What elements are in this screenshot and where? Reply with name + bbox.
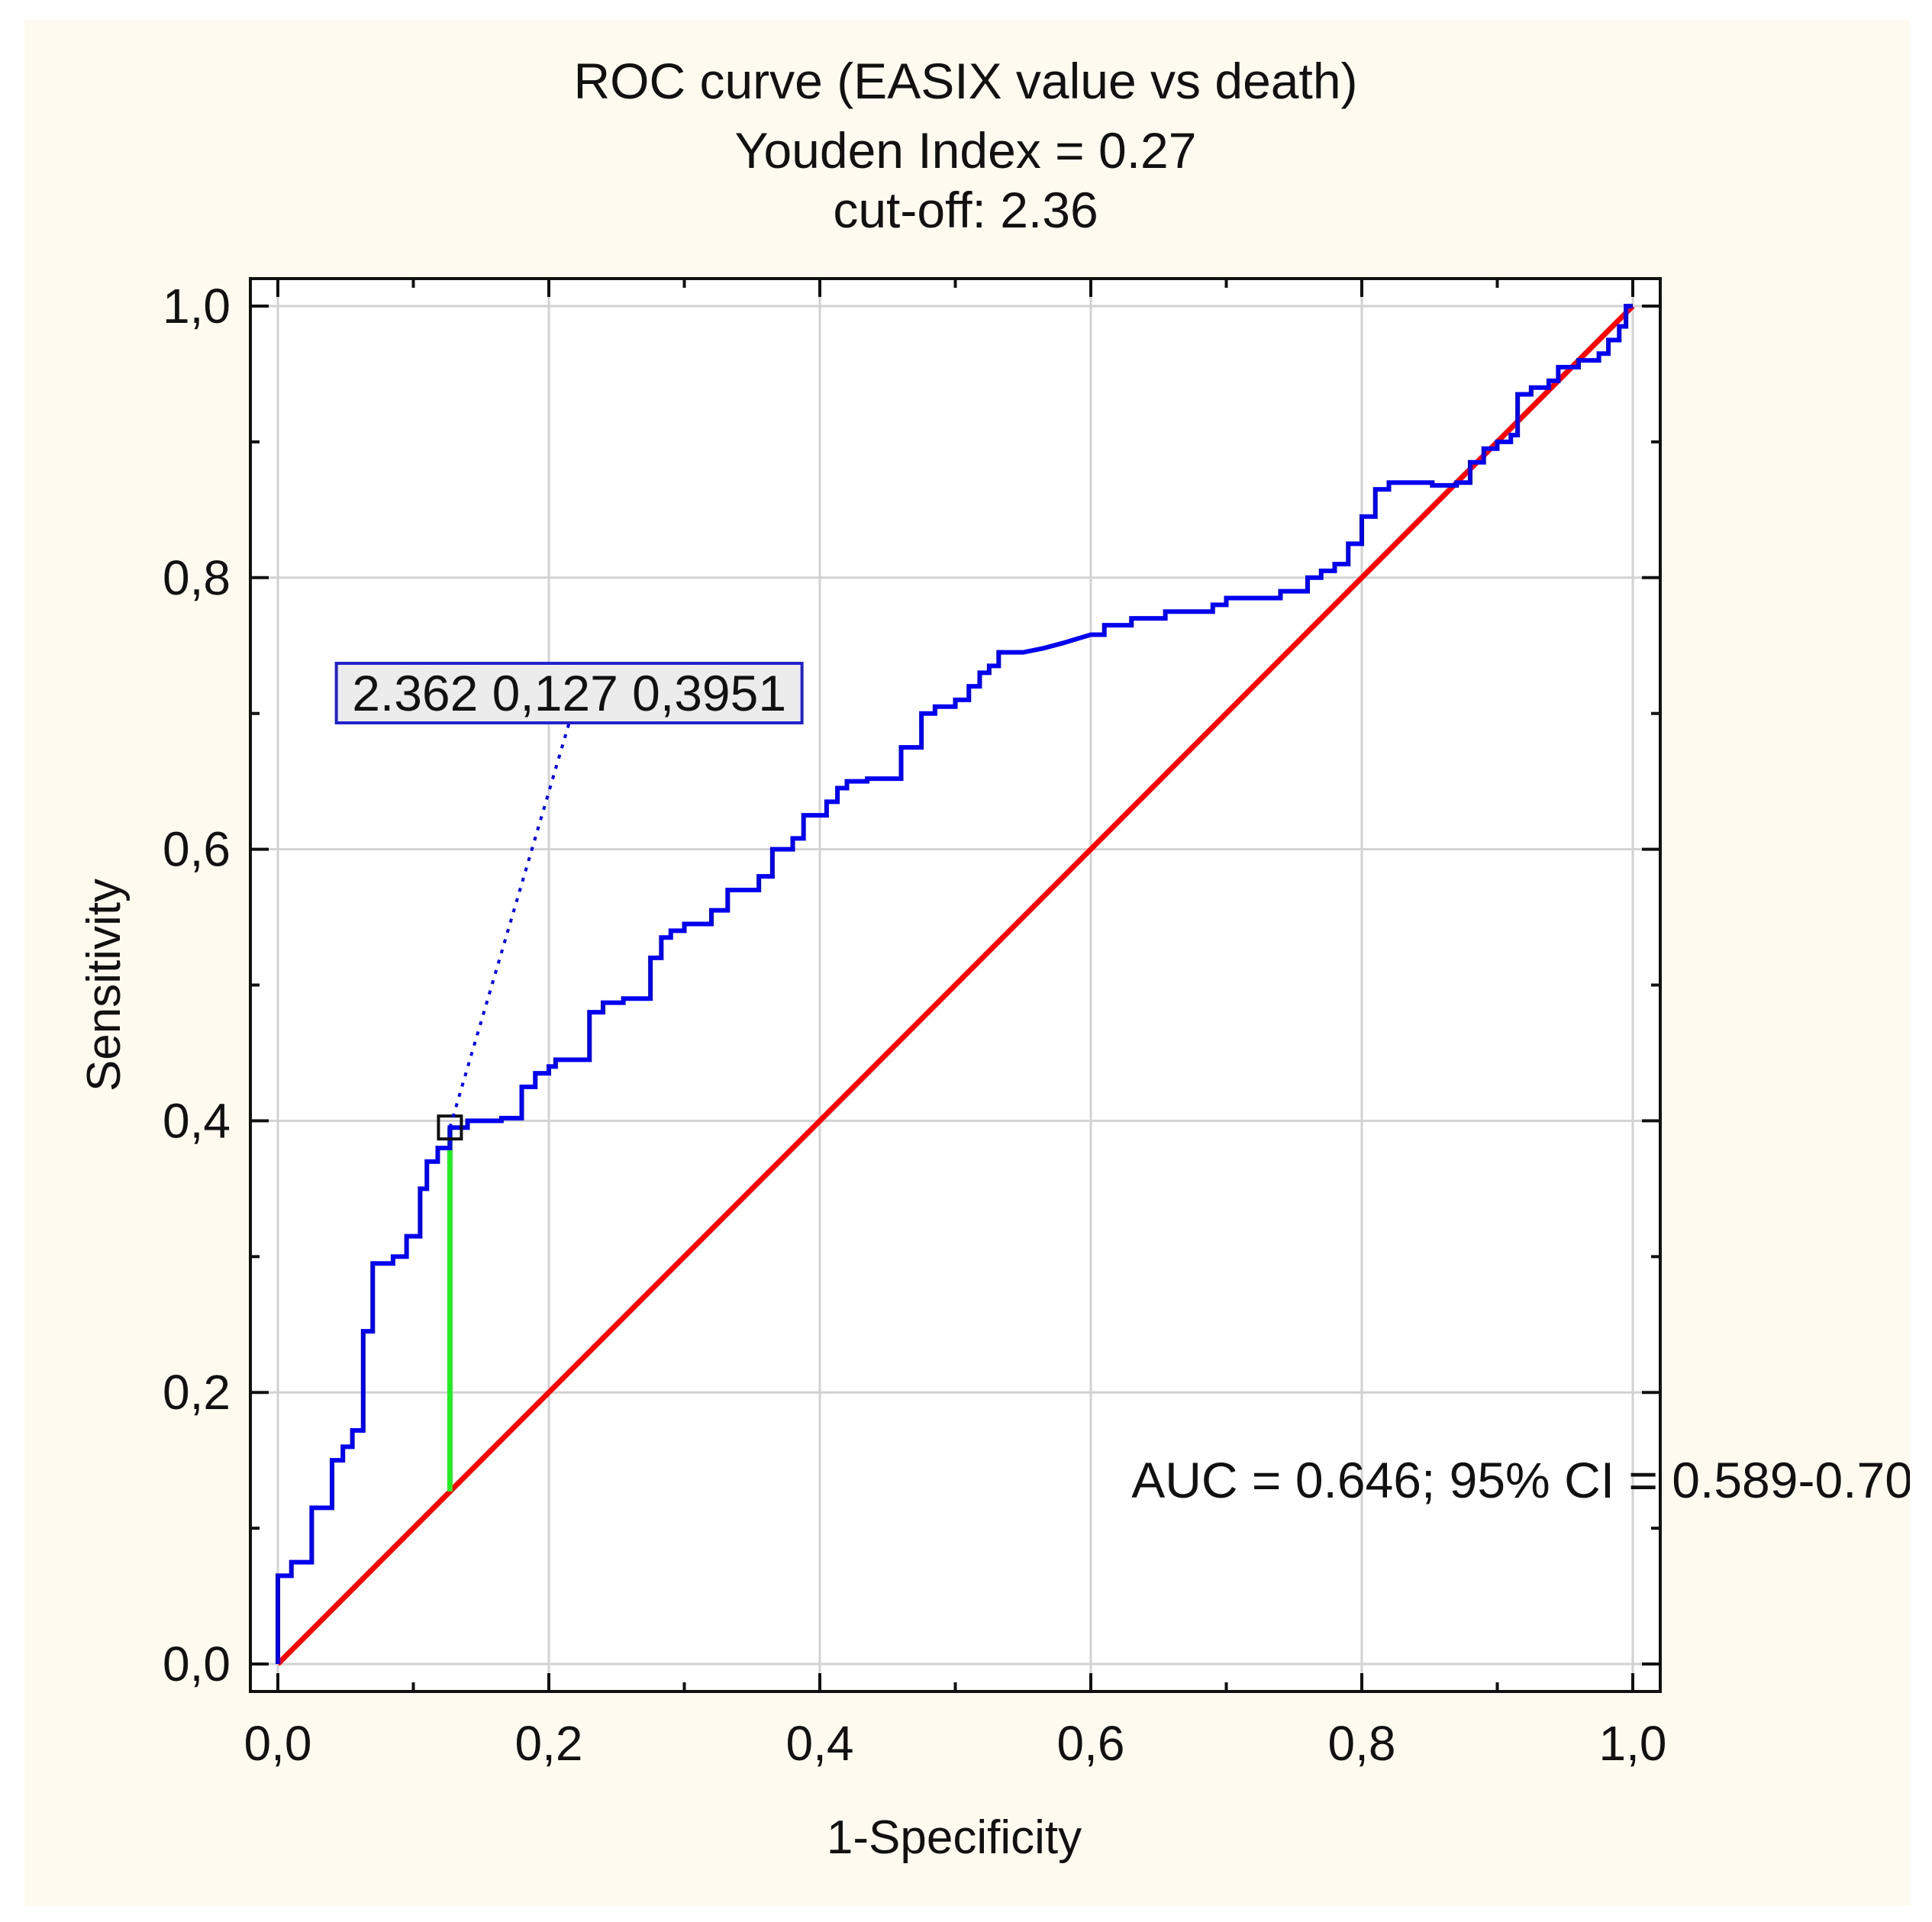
y-tick-label: 1,0	[163, 279, 231, 334]
cutoff-label-frame	[334, 662, 804, 725]
series-layer	[276, 304, 1635, 1666]
chart-background: ROC curve (EASIX value vs death) Youden …	[24, 20, 1910, 1905]
x-axis-label: 1-Specificity	[827, 1811, 1082, 1864]
x-tick-label: 0,2	[515, 1716, 583, 1771]
auc-annotation: AUC = 0.646; 95% CI = 0.589-0.702	[1131, 1452, 1910, 1508]
x-tick-label: 0,8	[1328, 1716, 1396, 1771]
y-axis-ticks: 0,0 0,2 0,4 0,6 0,8 1,0	[163, 279, 1660, 1691]
cutoff-label-text: 2.362 0,127 0,3951	[352, 665, 786, 721]
cutoff-marker	[437, 1114, 463, 1141]
reference-line	[276, 304, 1635, 1666]
y-tick-label: 0,0	[163, 1637, 231, 1691]
x-tick-label: 0,6	[1057, 1716, 1125, 1771]
x-tick-label: 0,0	[244, 1716, 312, 1771]
roc-chart: ROC curve (EASIX value vs death) Youden …	[78, 53, 1910, 1864]
y-tick-label: 0,8	[163, 550, 231, 605]
y-axis-label: Sensitivity	[78, 879, 131, 1092]
y-tick-label: 0,2	[163, 1365, 231, 1420]
x-axis-ticks: 0,0 0,2 0,4 0,6 0,8 1,0	[244, 279, 1667, 1771]
chart-subtitle-youden: Youden Index = 0.27	[735, 122, 1197, 179]
y-tick-label: 0,4	[163, 1093, 231, 1148]
x-tick-label: 0,4	[786, 1716, 854, 1771]
roc-curve	[276, 304, 1633, 1664]
chart-subtitle-cutoff: cut-off: 2.36	[833, 182, 1098, 238]
cutoff-label-box: 2.362 0,127 0,3951	[334, 662, 804, 1128]
chart-title: ROC curve (EASIX value vs death)	[573, 53, 1357, 109]
x-tick-label: 1,0	[1599, 1716, 1667, 1771]
y-tick-label: 0,6	[163, 822, 231, 877]
